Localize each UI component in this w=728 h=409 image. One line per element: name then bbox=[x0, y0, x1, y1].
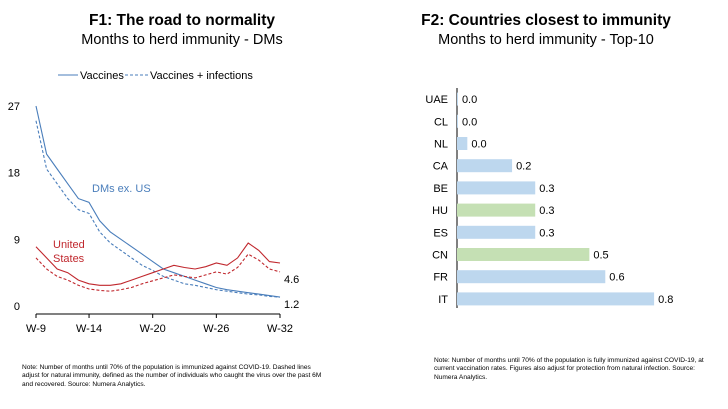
x-tick-label: W-20 bbox=[140, 323, 166, 335]
x-tick-label: W-9 bbox=[26, 323, 46, 335]
value-label: 0.0 bbox=[462, 94, 477, 106]
bar bbox=[457, 248, 590, 261]
bar bbox=[457, 137, 468, 150]
value-label: 0.0 bbox=[471, 139, 486, 151]
series-line-dms-solid bbox=[35, 105, 281, 298]
bar bbox=[457, 92, 458, 106]
annotation-end-upper: 4.6 bbox=[284, 274, 299, 286]
f2-note: Note: Number of months until 70% of the … bbox=[434, 357, 704, 381]
bar bbox=[457, 203, 536, 217]
bar bbox=[457, 292, 655, 306]
f2-title: F2: Countries closest to immunity bbox=[421, 12, 671, 29]
value-label: 0.6 bbox=[609, 272, 624, 284]
annotation-end-lower: 1.2 bbox=[284, 299, 299, 311]
f1-legend: Vaccines Vaccines + infections bbox=[58, 70, 253, 82]
legend-solid-label: Vaccines bbox=[80, 70, 124, 82]
x-tick-label: W-32 bbox=[267, 323, 293, 335]
x-tick-label: W-14 bbox=[76, 323, 102, 335]
category-label: ES bbox=[433, 227, 448, 239]
bar bbox=[457, 181, 536, 195]
f1-line-chart: Vaccines Vaccines + infections 0 9 18 27 W-… bbox=[8, 70, 300, 335]
y-tick-label: 18 bbox=[8, 168, 20, 180]
annotation-dms-ex-us: DMs ex. US bbox=[92, 183, 151, 195]
value-label: 0.0 bbox=[462, 116, 477, 128]
bar bbox=[457, 159, 513, 173]
series-line-dms-dashed bbox=[35, 120, 281, 298]
category-label: IT bbox=[438, 294, 448, 306]
annotation-us-line1: United bbox=[53, 239, 85, 251]
category-label: BE bbox=[433, 183, 448, 195]
series-line-us-solid bbox=[35, 242, 281, 286]
y-tick-label: 0 bbox=[14, 301, 20, 313]
y-tick-label: 27 bbox=[8, 101, 20, 113]
f1-title: F1: The road to normality bbox=[88, 12, 275, 29]
annotation-us-line2: States bbox=[53, 253, 85, 265]
legend-dashed-label: Vaccines + infections bbox=[150, 70, 253, 82]
category-label: UAE bbox=[425, 94, 448, 106]
f2-subtitle: Months to herd immunity - Top-10 bbox=[438, 32, 654, 48]
value-label: 0.3 bbox=[539, 205, 554, 217]
value-label: 0.3 bbox=[539, 227, 554, 239]
f2-bar-chart: UAE 0.0 CL 0.0 NL 0.0 CA 0.2 BE 0.3 HU 0.3 ES 0.3 CN 0.… bbox=[425, 88, 673, 308]
y-tick-label: 9 bbox=[14, 234, 20, 246]
category-label: CN bbox=[432, 250, 448, 262]
f2-panel: F2: Countries closest to immunity Months… bbox=[364, 0, 728, 409]
bar bbox=[457, 225, 536, 239]
category-label: NL bbox=[434, 139, 448, 151]
value-label: 0.2 bbox=[516, 161, 531, 173]
f1-note: Note: Number of months until 70% of the … bbox=[22, 364, 322, 388]
category-label: FR bbox=[433, 272, 448, 284]
value-label: 0.3 bbox=[539, 183, 554, 195]
value-label: 0.5 bbox=[593, 250, 608, 262]
category-label: CL bbox=[434, 116, 448, 128]
category-label: CA bbox=[433, 161, 449, 173]
category-label: HU bbox=[432, 205, 448, 217]
bar bbox=[457, 270, 606, 284]
value-label: 0.8 bbox=[658, 294, 673, 306]
f1-subtitle: Months to herd immunity - DMs bbox=[81, 32, 283, 48]
f1-panel: F1: The road to normality Months to herd… bbox=[8, 12, 322, 388]
x-tick-label: W-26 bbox=[203, 323, 229, 335]
bar bbox=[457, 114, 458, 128]
